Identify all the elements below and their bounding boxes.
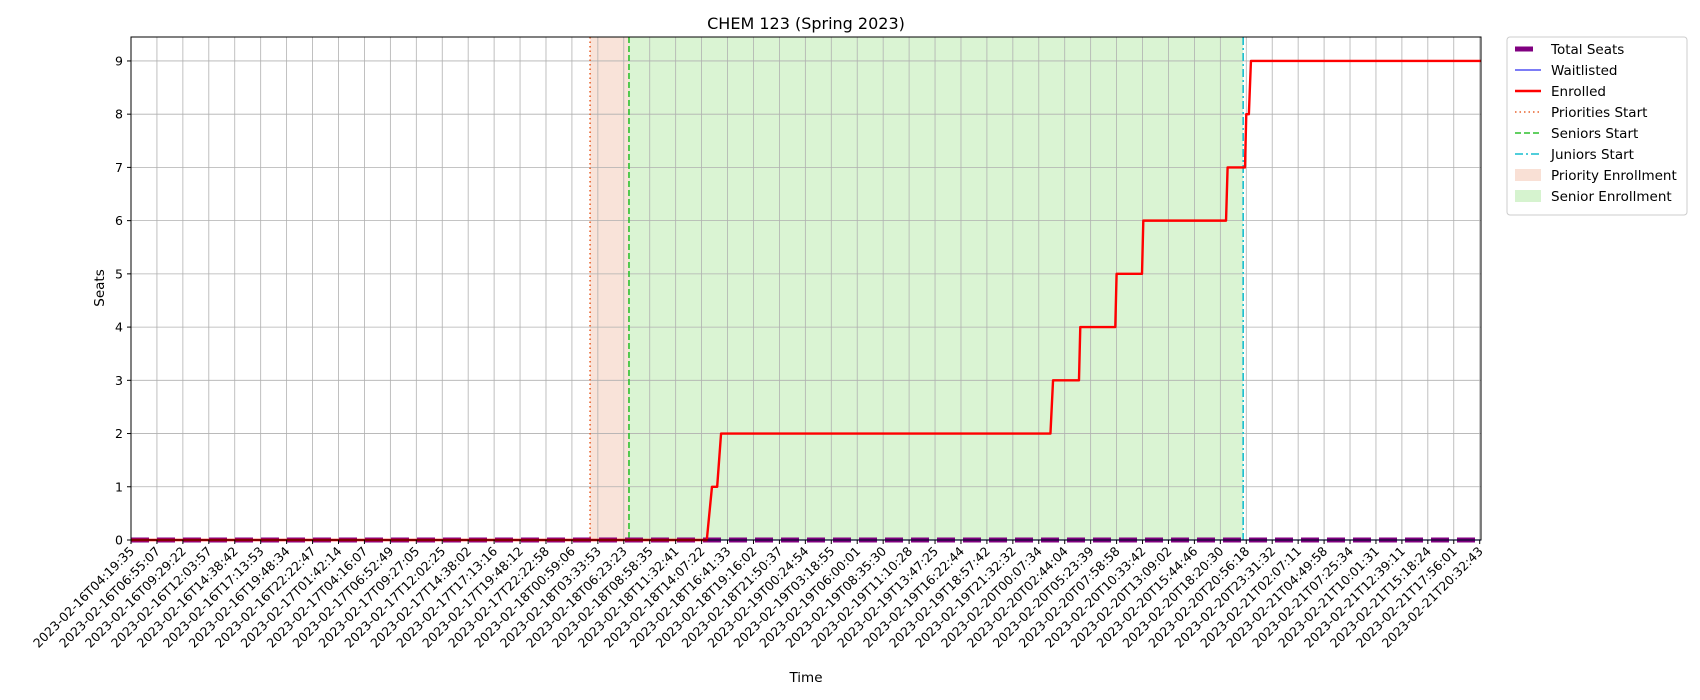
span-priority-enrollment bbox=[590, 37, 629, 540]
chart-title: CHEM 123 (Spring 2023) bbox=[707, 14, 905, 33]
y-tick-label: 0 bbox=[115, 533, 123, 548]
legend-box bbox=[1506, 36, 1688, 216]
y-axis-label: Seats bbox=[92, 269, 108, 306]
legend-label-priority-enrollment: Priority Enrollment bbox=[1551, 168, 1677, 184]
y-tick-label: 8 bbox=[115, 107, 123, 122]
y-tick-label: 2 bbox=[115, 426, 123, 441]
y-tick-label: 7 bbox=[115, 160, 123, 175]
legend-swatch-senior-enrollment bbox=[1515, 190, 1541, 202]
legend-label-waitlisted: Waitlisted bbox=[1551, 63, 1618, 79]
legend-swatch-priority-enrollment bbox=[1515, 169, 1541, 181]
y-tick-label: 9 bbox=[115, 53, 123, 68]
legend-label-total-seats: Total Seats bbox=[1550, 42, 1624, 58]
y-tick-label: 3 bbox=[115, 373, 123, 388]
series-enrolled bbox=[131, 59, 1481, 542]
y-tick-label: 1 bbox=[115, 479, 123, 494]
legend-label-seniors-start: Seniors Start bbox=[1551, 126, 1638, 142]
legend-label-juniors-start: Juniors Start bbox=[1550, 147, 1634, 163]
legend: Total Seats Waitlisted Enrolled Priorities … bbox=[1506, 36, 1688, 216]
plot-area: 01234567892023-02-16T04:19:352023-02-16T… bbox=[30, 36, 1486, 651]
legend-label-enrolled: Enrolled bbox=[1551, 84, 1606, 100]
x-axis-label: Time bbox=[788, 670, 822, 686]
y-tick-label: 6 bbox=[115, 213, 123, 228]
y-tick-label: 4 bbox=[115, 320, 123, 335]
y-tick-label: 5 bbox=[115, 266, 123, 281]
plot-frame bbox=[130, 36, 1482, 541]
span-senior-enrollment bbox=[628, 37, 1244, 540]
legend-label-priorities-start: Priorities Start bbox=[1551, 105, 1647, 121]
legend-label-senior-enrollment: Senior Enrollment bbox=[1551, 189, 1672, 205]
